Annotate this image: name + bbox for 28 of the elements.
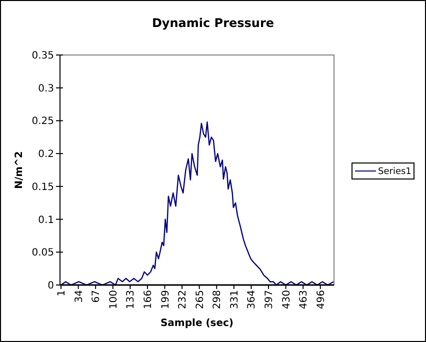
x-tick-label: 232 [178, 290, 189, 310]
chart-title: Dynamic Pressure [152, 16, 274, 30]
x-tick-label: 331 [229, 290, 240, 310]
x-tick-label: 430 [281, 290, 292, 310]
y-tick-label: 0.15 [32, 182, 54, 193]
x-tick-label: 496 [316, 290, 327, 310]
x-tick-label: 397 [264, 290, 275, 310]
x-tick-label: 67 [91, 290, 102, 303]
legend-label: Series1 [378, 167, 412, 178]
y-tick-label: 0.1 [38, 214, 54, 226]
x-tick-label: 199 [160, 290, 172, 310]
x-tick-label: 265 [194, 290, 206, 310]
y-tick-label: 0.3 [38, 83, 54, 94]
y-tick-label: 0 [48, 280, 54, 292]
x-tick-label: 463 [298, 290, 310, 310]
y-tick-label: 0.2 [38, 149, 54, 160]
y-axis-title: N/m^2 [14, 151, 25, 189]
x-tick-label: 298 [212, 290, 224, 310]
x-tick-label: 34 [74, 290, 85, 303]
x-tick-label: 364 [246, 290, 258, 310]
x-axis-title: Sample (sec) [160, 318, 234, 329]
x-tick-label: 133 [126, 290, 137, 310]
y-tick-label: 0.25 [32, 116, 54, 128]
x-tick-label: 100 [108, 290, 120, 310]
x-tick-label: 166 [142, 290, 154, 310]
x-tick-label: 1 [56, 290, 68, 296]
y-tick-label: 0.05 [32, 248, 54, 259]
y-tick-label: 0.35 [32, 50, 54, 62]
